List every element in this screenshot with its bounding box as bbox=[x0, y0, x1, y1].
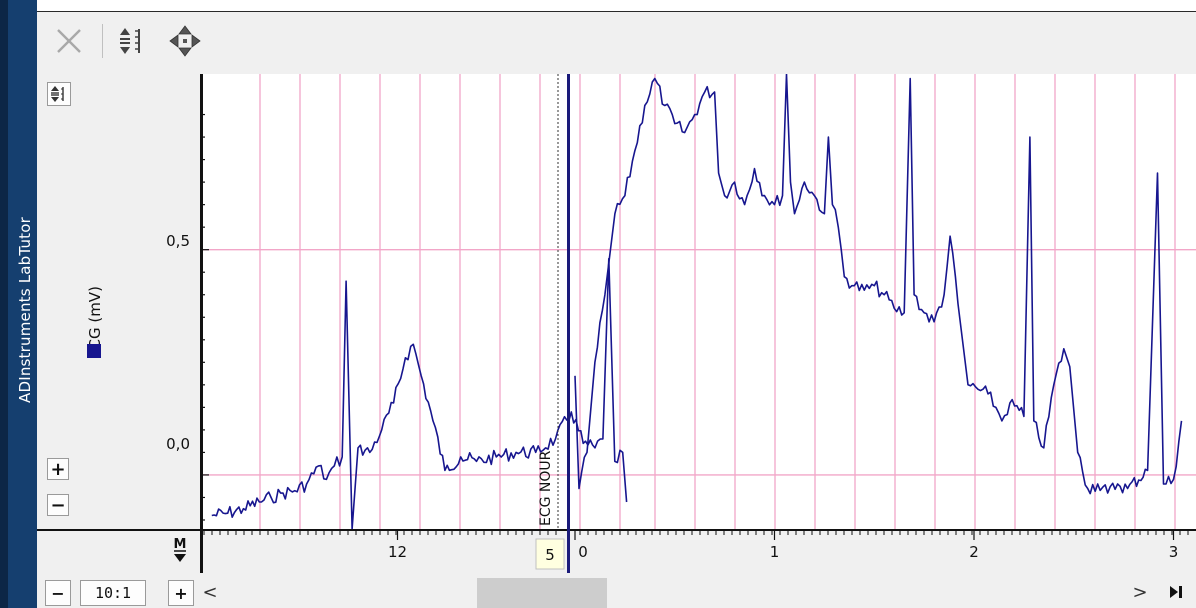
trace-layer bbox=[211, 74, 1183, 529]
ecg-chart[interactable]: ECG NOUR bbox=[200, 74, 1196, 529]
plot-background bbox=[200, 74, 1196, 529]
break-value-box bbox=[535, 538, 565, 570]
time-axis-ticks: 12 0 1 2 3 bbox=[203, 531, 1189, 561]
brand-strip: ADInstruments LabTutor bbox=[0, 0, 37, 608]
x-tick-label: 2 bbox=[969, 543, 979, 561]
scroll-thumb[interactable] bbox=[477, 578, 607, 608]
x-tick-label: 12 bbox=[388, 543, 407, 561]
break-value-label: 5 bbox=[545, 546, 555, 564]
zoom-in-button[interactable]: + bbox=[168, 580, 194, 606]
zoom-out-button[interactable]: − bbox=[45, 580, 71, 606]
time-axis-corner: M bbox=[37, 529, 200, 573]
toolbar-separator bbox=[102, 24, 103, 58]
y-zoom-out-button[interactable]: − bbox=[47, 494, 69, 516]
grid-layer bbox=[200, 74, 1196, 529]
bottom-bar: − 10:1 + < > bbox=[37, 573, 1196, 608]
channel-autoscale-button[interactable] bbox=[47, 82, 71, 106]
go-to-end-button[interactable] bbox=[1157, 576, 1195, 608]
toolbar-top-border bbox=[37, 0, 1196, 12]
channel-color-swatch bbox=[87, 344, 101, 358]
scroll-right-arrow[interactable]: > bbox=[1132, 581, 1148, 603]
y-tick-label: 0,5 bbox=[166, 232, 190, 250]
channel-label: ECG (mV) bbox=[86, 286, 104, 359]
toolbar bbox=[37, 0, 1196, 74]
zoom-ratio[interactable]: 10:1 bbox=[80, 580, 146, 606]
x-tick-label: 1 bbox=[770, 543, 780, 561]
skip-to-end-icon bbox=[1170, 586, 1182, 598]
ecg-trace-segment bbox=[211, 257, 628, 529]
horizontal-scrollbar[interactable]: < bbox=[197, 576, 1127, 608]
pan-button[interactable] bbox=[167, 20, 203, 62]
y-tick-label: 0,0 bbox=[166, 435, 190, 453]
brand-strip-edge bbox=[0, 0, 8, 608]
move-arrows-icon bbox=[169, 25, 201, 57]
autoscale-icon bbox=[120, 28, 140, 54]
time-axis: 12 0 1 2 3 5 bbox=[200, 529, 1196, 573]
autoscale-button[interactable] bbox=[115, 20, 151, 62]
close-x-icon bbox=[57, 29, 81, 53]
marker-icon[interactable]: M bbox=[170, 536, 190, 566]
comment-label[interactable]: ECG NOUR bbox=[538, 450, 554, 526]
x-tick-label: 3 bbox=[1169, 543, 1179, 561]
x-tick-label: 0 bbox=[578, 543, 588, 561]
ecg-trace-segment bbox=[574, 74, 1183, 495]
scroll-left-arrow[interactable]: < bbox=[202, 581, 218, 603]
delete-button[interactable] bbox=[51, 20, 87, 62]
y-axis-panel: ECG (mV) 0,5 0,0 + − bbox=[37, 74, 200, 529]
y-zoom-in-button[interactable]: + bbox=[47, 458, 69, 480]
autoscale-small-icon bbox=[51, 86, 64, 102]
app-title: ADInstruments LabTutor bbox=[16, 217, 34, 404]
svg-text:M: M bbox=[174, 537, 187, 552]
